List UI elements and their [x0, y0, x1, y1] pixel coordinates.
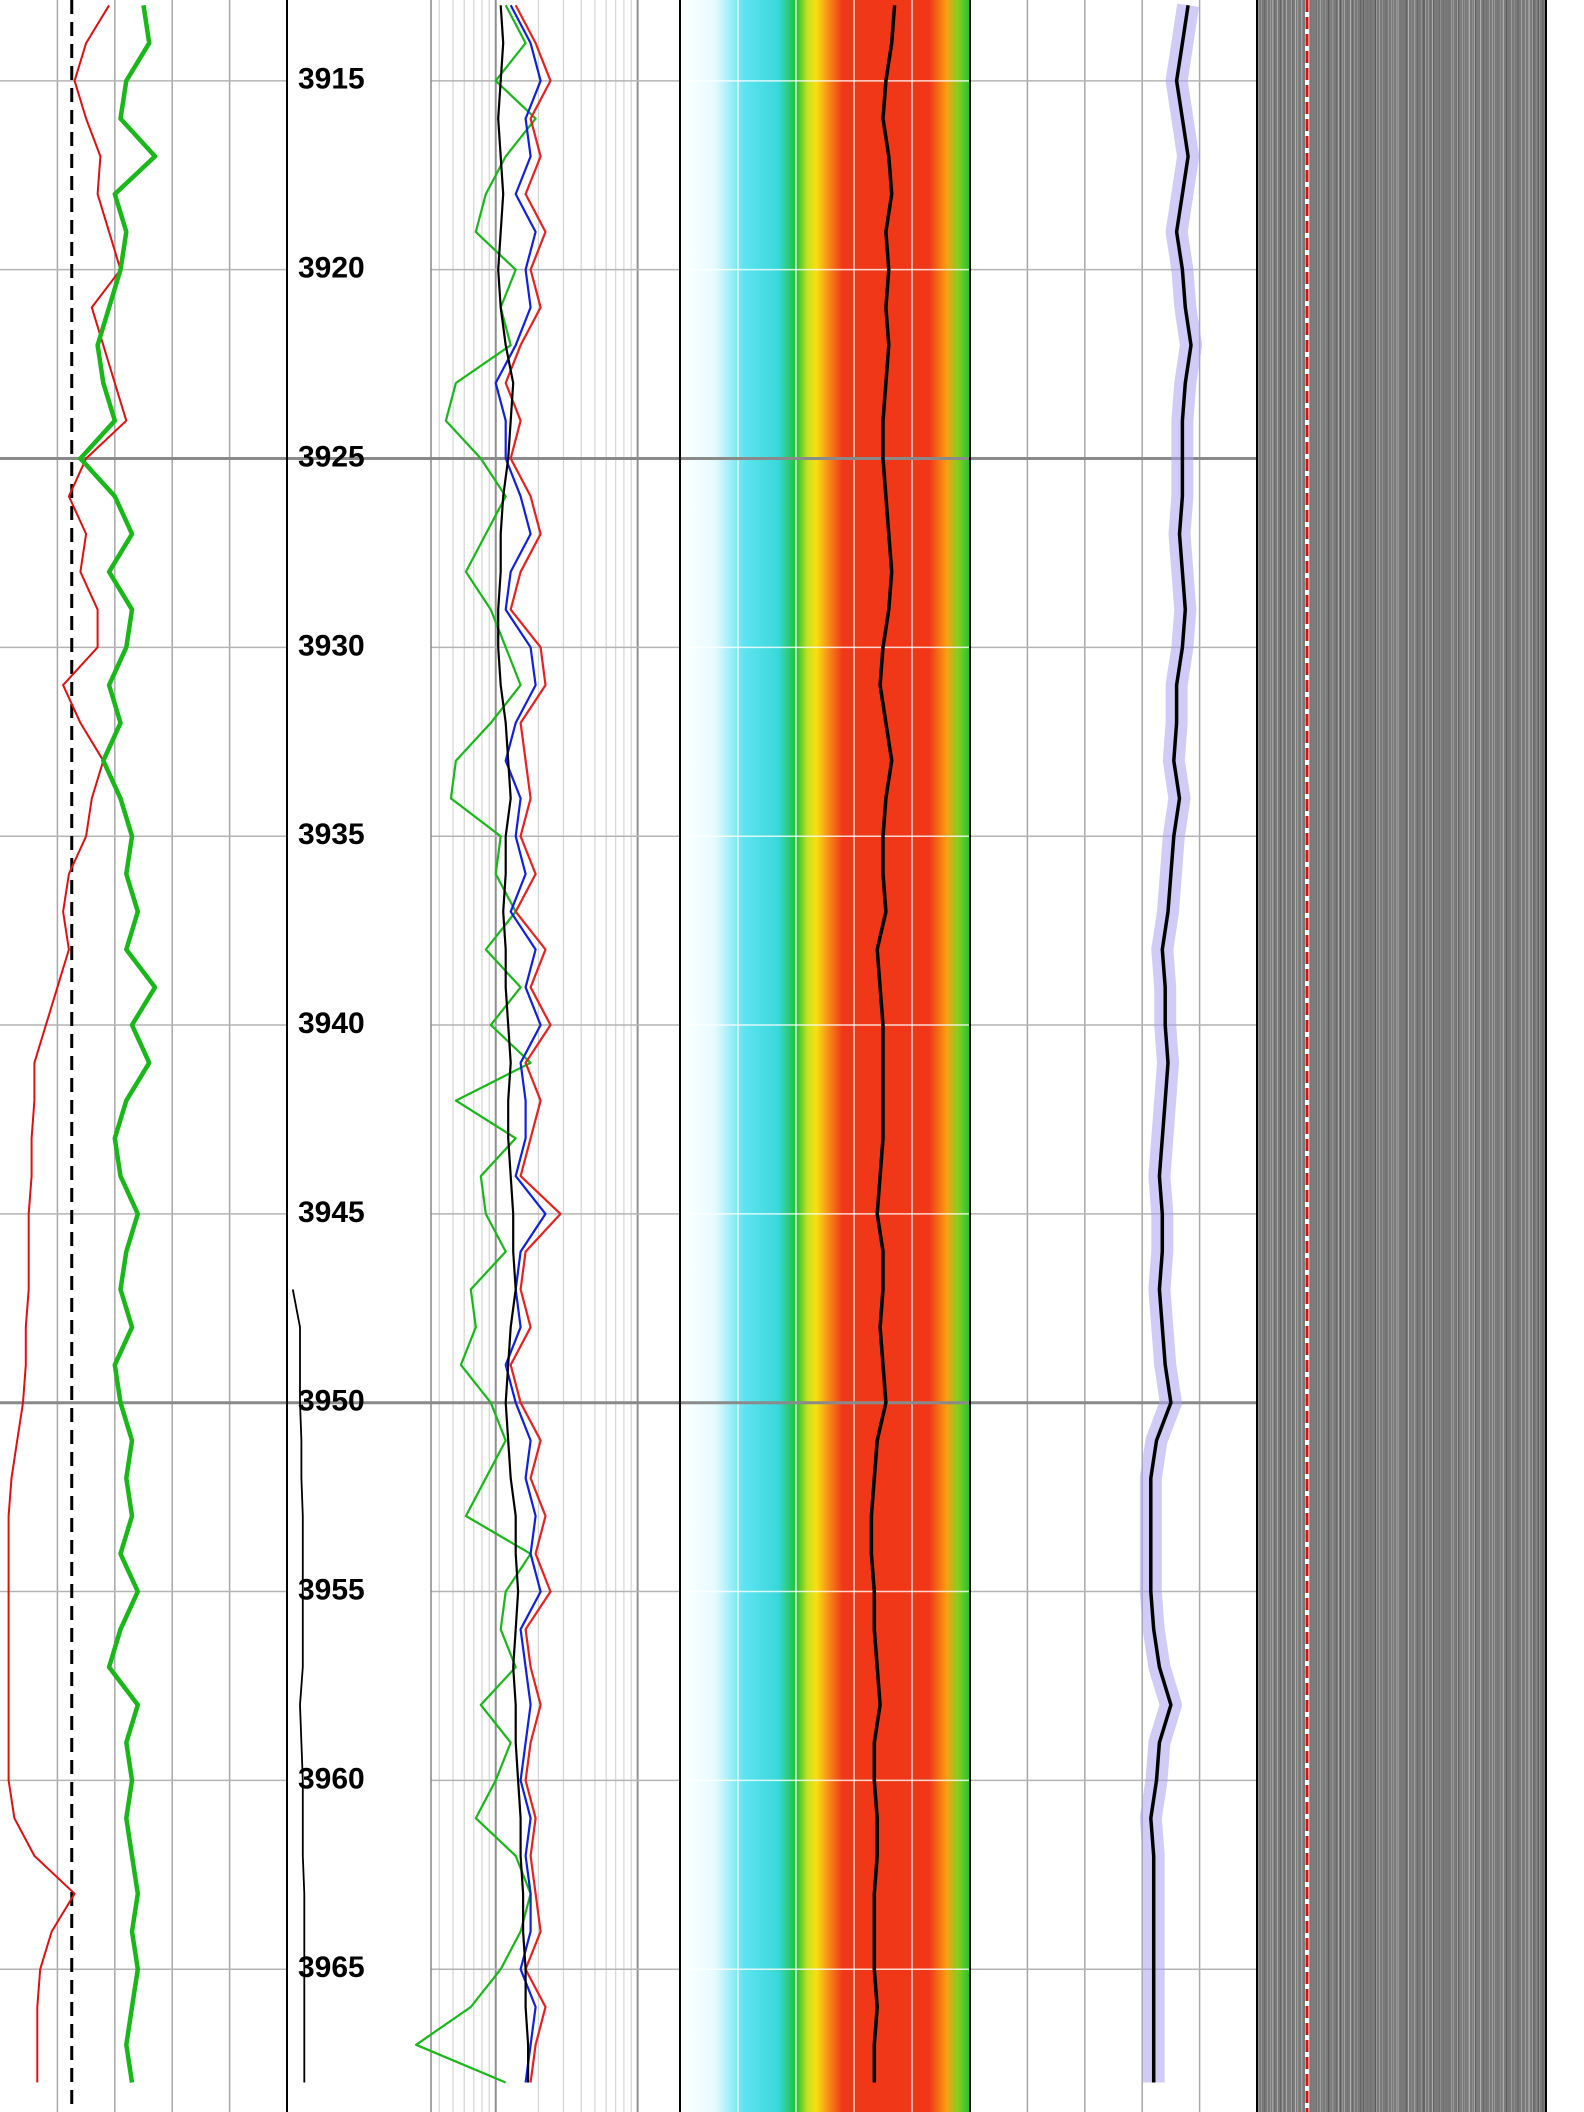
log-curve	[494, 4, 547, 2083]
log-curve	[291, 1289, 306, 2083]
depth-label: 3930	[298, 629, 365, 662]
depth-label: 3935	[298, 818, 365, 851]
depth-label: 3960	[298, 1762, 365, 1795]
log-curve	[869, 5, 897, 2083]
spectrum-track	[680, 0, 970, 2112]
log-curve	[78, 4, 158, 2083]
depth-label: 3950	[298, 1385, 365, 1418]
log-curve	[497, 5, 530, 2083]
depth-label: 3920	[298, 252, 365, 285]
depth-label: 3915	[298, 63, 365, 96]
depth-label: 3955	[298, 1573, 365, 1606]
depth-label: 3945	[298, 1196, 365, 1229]
depth-label: 3925	[298, 440, 365, 473]
log-curve	[1149, 5, 1193, 2083]
log-curve	[504, 4, 562, 2083]
depth-label: 3965	[298, 1951, 365, 1984]
depth-label: 3940	[298, 1007, 365, 1040]
log-curve	[415, 4, 537, 2084]
image-track	[1257, 0, 1546, 2112]
log-curve	[7, 4, 128, 2083]
